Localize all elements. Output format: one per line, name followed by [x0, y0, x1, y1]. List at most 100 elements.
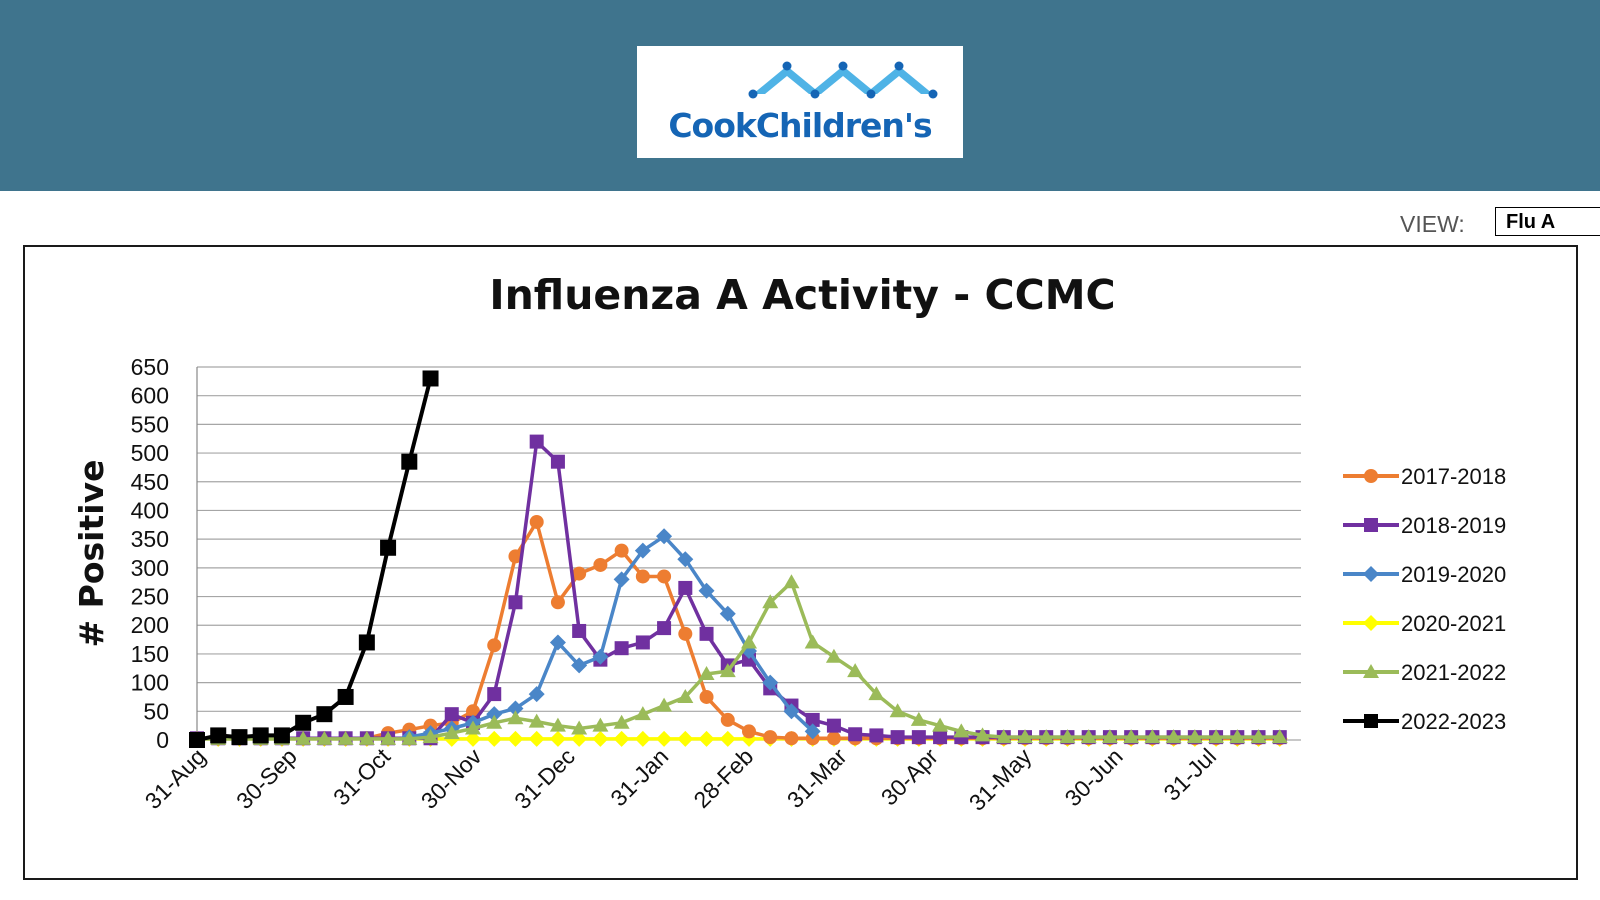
y-tick-label: 50 — [143, 698, 169, 724]
data-point — [995, 729, 1012, 744]
data-point — [656, 528, 673, 545]
data-point — [231, 729, 248, 746]
legend-label: 2020-2021 — [1401, 611, 1506, 636]
series-line — [196, 378, 433, 742]
logo-dot — [894, 61, 904, 71]
legend-item: 2018-2019 — [1343, 513, 1506, 538]
data-point — [1363, 566, 1379, 582]
data-point — [698, 582, 715, 599]
data-point — [1038, 729, 1055, 744]
logo-mountains-icon — [748, 61, 938, 99]
data-point — [210, 727, 227, 744]
data-point — [677, 551, 694, 568]
data-point — [1017, 729, 1033, 744]
data-point — [465, 720, 481, 735]
logo-text: CookChildren's — [668, 106, 932, 145]
data-point — [444, 707, 459, 722]
y-tick-label: 200 — [131, 612, 169, 638]
data-point — [550, 595, 565, 610]
data-point — [572, 566, 587, 581]
data-point — [572, 623, 587, 638]
data-point — [528, 730, 545, 747]
y-tick-label: 0 — [156, 727, 169, 753]
data-point — [295, 730, 312, 745]
data-point — [953, 723, 970, 738]
y-tick-label: 350 — [131, 526, 169, 552]
data-point — [358, 730, 375, 745]
data-point — [1364, 714, 1378, 728]
data-point — [699, 689, 714, 704]
logo-dot — [928, 89, 938, 99]
data-point — [634, 706, 651, 721]
data-point — [614, 543, 629, 558]
data-point — [592, 648, 609, 665]
data-point — [1059, 729, 1076, 744]
x-tick-label: 31-Dec — [509, 743, 580, 814]
data-point — [528, 686, 545, 703]
header-band: CookChildren's — [0, 0, 1600, 191]
x-tick-label: 30-Sep — [231, 743, 302, 814]
data-point — [507, 700, 524, 717]
data-point — [1165, 729, 1182, 744]
data-point — [337, 688, 354, 705]
y-tick-label: 150 — [131, 641, 169, 667]
x-tick-label: 31-Mar — [782, 743, 852, 813]
legend-label: 2019-2020 — [1401, 562, 1506, 587]
logo-dot — [810, 89, 820, 99]
logo-dot — [838, 61, 848, 71]
data-point — [189, 732, 205, 748]
data-point — [358, 634, 375, 651]
data-point — [784, 731, 799, 746]
data-point — [508, 595, 523, 610]
data-point — [592, 730, 609, 747]
data-point — [635, 569, 650, 584]
data-point — [698, 666, 715, 681]
data-point — [698, 730, 715, 747]
data-point — [804, 723, 821, 740]
x-tick-label: 31-Jan — [605, 743, 673, 811]
data-point — [1363, 615, 1379, 631]
legend-item: 2019-2020 — [1343, 562, 1506, 587]
logo[interactable]: CookChildren's — [637, 46, 963, 158]
data-point — [593, 557, 608, 572]
data-point — [719, 730, 736, 747]
data-point — [252, 727, 269, 744]
data-point — [571, 730, 588, 747]
series-line — [197, 580, 1280, 741]
data-point — [826, 731, 841, 746]
data-point — [656, 730, 673, 747]
legend-label: 2022-2023 — [1401, 709, 1506, 734]
data-point — [783, 703, 800, 720]
data-point — [1144, 729, 1161, 744]
data-point — [910, 711, 927, 726]
data-point — [678, 626, 693, 641]
x-tick-label: 31-May — [964, 743, 1037, 816]
legend-label: 2018-2019 — [1401, 513, 1506, 538]
data-point — [741, 634, 757, 649]
data-point — [1229, 729, 1246, 744]
data-point — [634, 542, 651, 559]
data-point — [614, 641, 629, 656]
data-point — [804, 634, 821, 649]
data-point — [529, 434, 544, 449]
legend-item: 2017-2018 — [1343, 464, 1506, 489]
view-select[interactable]: Flu A — [1495, 207, 1600, 236]
y-tick-label: 500 — [131, 440, 169, 466]
data-point — [316, 706, 333, 723]
chart-title: Influenza A Activity - CCMC — [489, 271, 1116, 319]
data-point — [635, 635, 650, 650]
data-point — [529, 514, 544, 529]
x-tick-label: 30-Jun — [1060, 743, 1128, 811]
data-point — [763, 730, 778, 745]
data-point — [1080, 729, 1097, 744]
data-point — [762, 594, 779, 609]
data-point — [549, 717, 566, 732]
data-point — [401, 453, 418, 470]
logo-dot — [782, 61, 792, 71]
y-axis-label: # Positive — [72, 460, 111, 648]
data-point — [487, 687, 502, 702]
y-tick-label: 300 — [131, 555, 169, 581]
data-point — [634, 730, 651, 747]
data-point — [848, 727, 863, 742]
y-tick-label: 400 — [131, 497, 169, 523]
